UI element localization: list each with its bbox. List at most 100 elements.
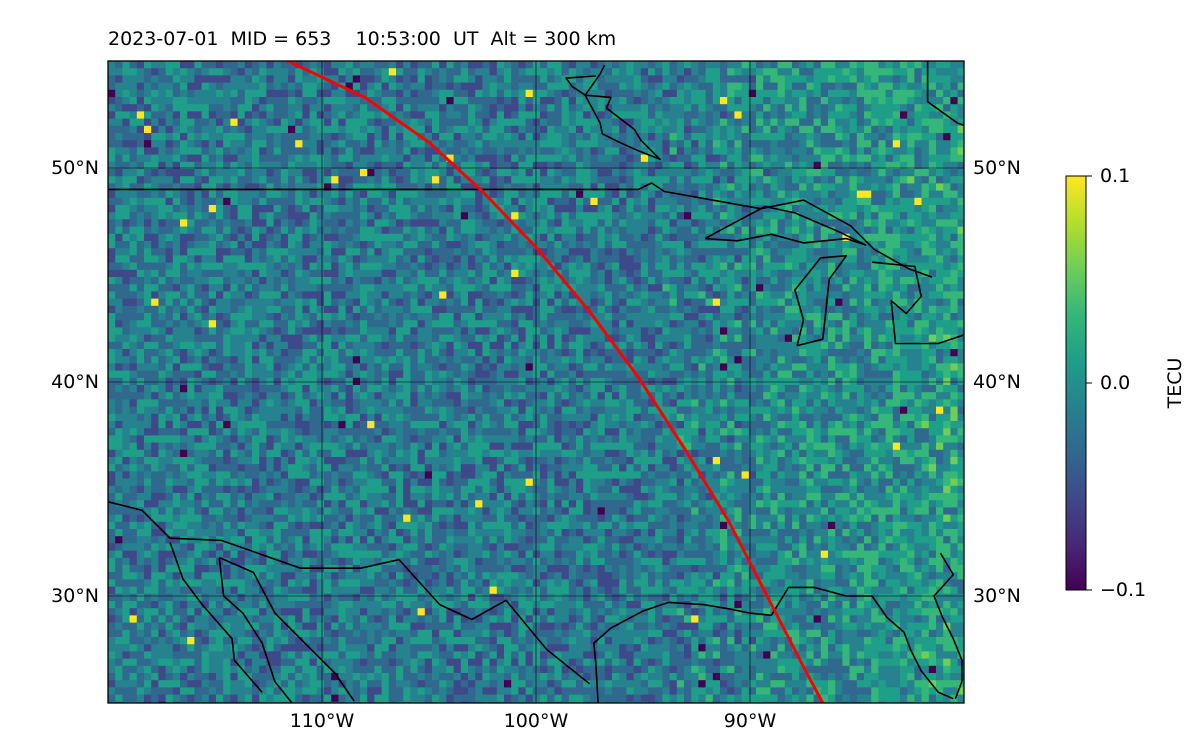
tec-cell <box>453 205 462 213</box>
tec-cell <box>547 89 555 98</box>
tec-cell <box>849 82 858 91</box>
tec-cell <box>691 226 699 235</box>
tec-cell <box>352 61 361 69</box>
tec-cell <box>712 291 721 299</box>
tec-cell <box>864 269 872 278</box>
tec-cell <box>828 161 836 170</box>
tec-cell <box>396 269 404 278</box>
tec-cell <box>360 161 368 170</box>
tec-cell <box>172 118 181 127</box>
tec-cell <box>439 140 447 148</box>
tec-cell <box>165 97 174 105</box>
tec-cell <box>878 277 886 285</box>
tec-cell <box>208 75 217 83</box>
tec-cell <box>662 233 670 242</box>
tec-cell <box>345 89 354 98</box>
tec-cell <box>712 97 721 105</box>
tec-cell <box>626 161 634 170</box>
tec-cell <box>532 125 541 134</box>
tec-cell <box>878 313 886 321</box>
tec-cell <box>813 277 822 285</box>
tec-cell <box>770 89 778 98</box>
tec-cell <box>957 89 964 98</box>
tec-cell <box>770 147 778 155</box>
tec-cell <box>648 82 656 91</box>
tec-cell <box>590 277 598 285</box>
tec-cell <box>230 313 238 321</box>
tec-cell <box>655 233 663 242</box>
tec-cell <box>619 277 627 285</box>
tec-cell <box>432 341 440 350</box>
tec-cell <box>417 111 426 119</box>
tec-cell <box>842 327 850 335</box>
tec-cell <box>784 248 793 256</box>
tec-cell <box>540 111 548 119</box>
tec-cell <box>309 118 318 127</box>
tec-cell <box>806 248 814 256</box>
tec-cell <box>928 125 937 134</box>
tec-cell <box>439 327 447 335</box>
tec-cell <box>662 349 670 357</box>
tec-cell <box>633 277 642 285</box>
tec-cell <box>403 313 411 321</box>
tec-cell <box>396 284 404 292</box>
tec-cell <box>590 147 598 155</box>
tec-cell <box>878 161 886 170</box>
tec-cell <box>165 269 174 278</box>
tec-cell <box>604 219 613 227</box>
tec-cell <box>784 327 793 335</box>
tec-cell <box>957 320 964 328</box>
tec-cell <box>180 197 188 206</box>
tec-cell <box>468 327 476 335</box>
tec-cell <box>158 356 166 364</box>
tec-cell <box>482 356 490 364</box>
tec-cell <box>266 183 274 191</box>
tec-cell <box>230 205 238 213</box>
tec-cell <box>792 262 800 271</box>
tec-cell <box>813 183 822 191</box>
tec-cell <box>489 140 498 148</box>
tec-cell <box>223 269 231 278</box>
tec-cell <box>504 82 512 91</box>
tec-cell <box>849 133 858 141</box>
tec-cell <box>842 291 850 299</box>
tec-cell <box>907 104 915 112</box>
tec-cell <box>712 341 721 350</box>
tec-cell <box>504 205 512 213</box>
tec-cell <box>770 334 778 343</box>
tec-cell <box>460 104 469 112</box>
tec-cell <box>194 161 202 170</box>
tec-cell <box>799 305 807 314</box>
tec-cell <box>792 241 800 249</box>
tec-cell <box>597 212 606 220</box>
tec-cell <box>216 305 224 314</box>
tec-cell <box>388 298 397 307</box>
tec-cell <box>799 154 807 163</box>
tec-cell <box>439 68 447 76</box>
tec-cell <box>892 118 901 127</box>
tec-cell <box>338 154 346 163</box>
tec-cell <box>302 104 310 112</box>
tec-cell <box>374 277 382 285</box>
tec-cell <box>712 183 721 191</box>
tec-cell <box>367 305 375 314</box>
tec-cell <box>475 305 483 314</box>
tec-cell <box>813 356 822 364</box>
tec-cell <box>151 125 159 134</box>
tec-cell <box>108 356 116 364</box>
tec-cell <box>338 190 346 199</box>
tec-cell <box>201 197 210 206</box>
tec-cell <box>309 61 318 69</box>
tec-cell <box>288 104 296 112</box>
tec-cell <box>583 349 591 357</box>
tec-cell <box>676 197 685 206</box>
tec-cell <box>712 356 721 364</box>
tec-cell <box>698 356 706 364</box>
tec-cell <box>259 68 267 76</box>
tec-cell <box>950 82 958 91</box>
tec-cell <box>799 356 807 364</box>
tec-cell <box>316 320 325 328</box>
tec-cell <box>302 262 310 271</box>
tec-cell <box>324 334 332 343</box>
tec-cell <box>770 169 778 177</box>
